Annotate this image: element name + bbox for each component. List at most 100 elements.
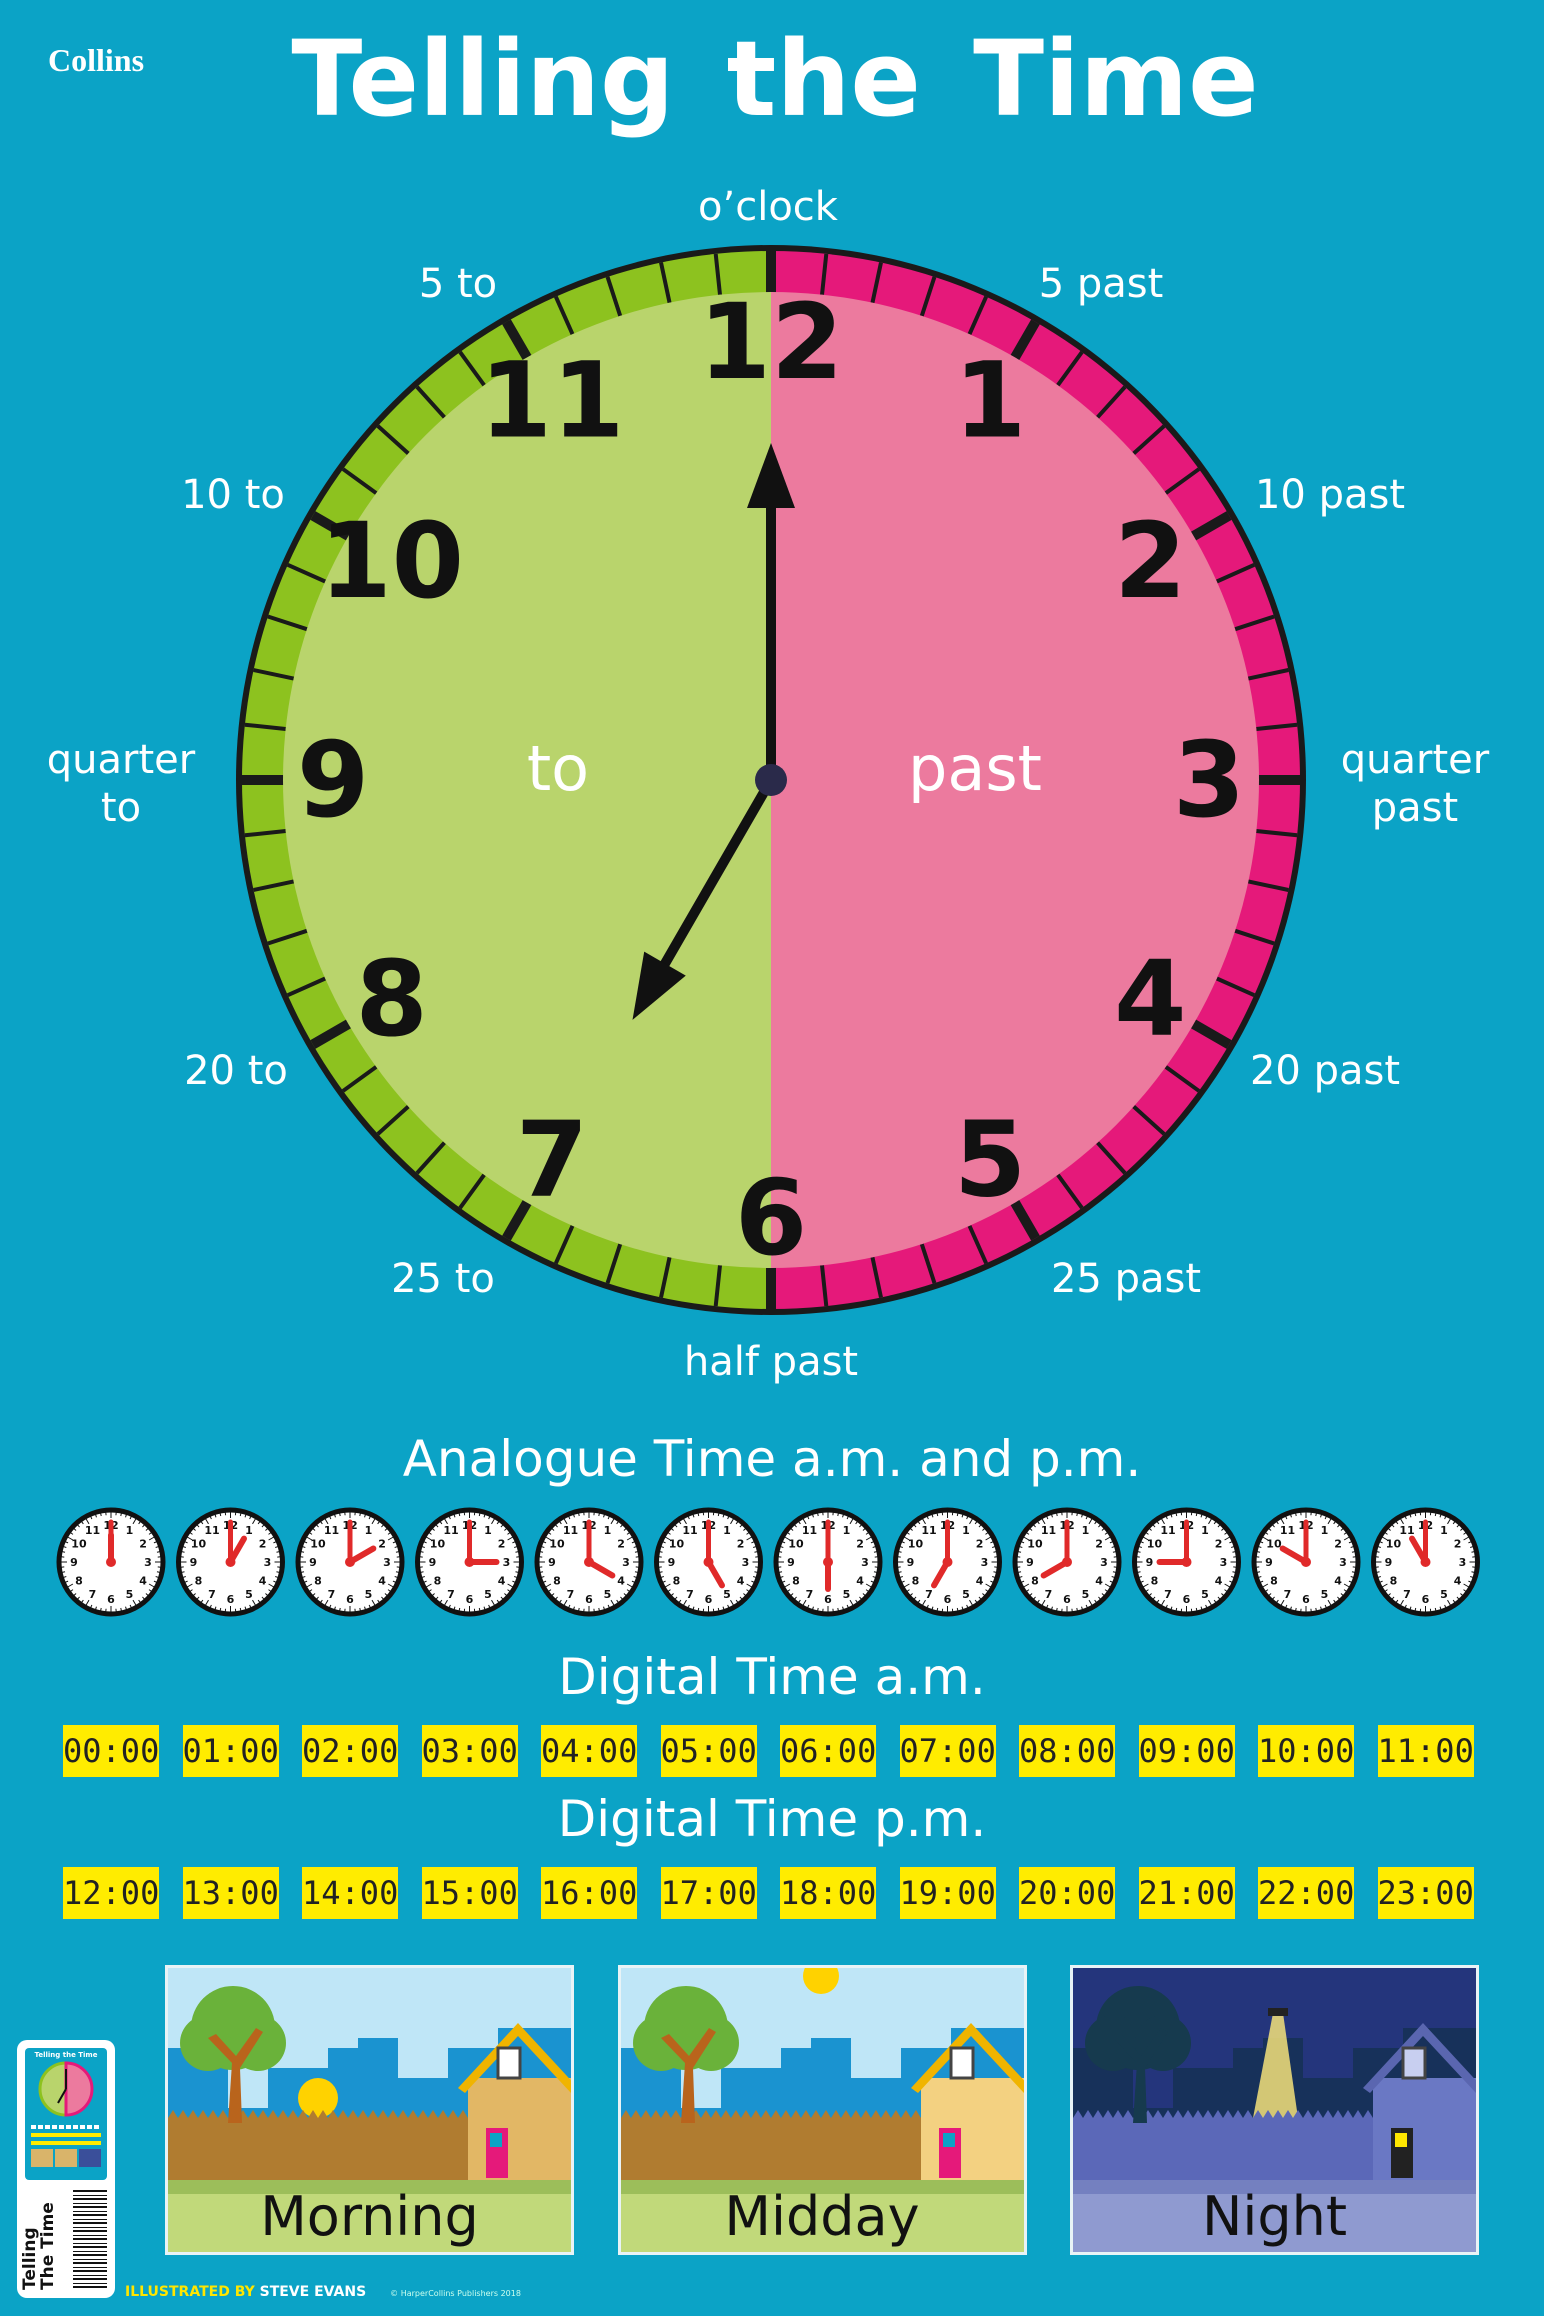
minute-tick [967,1224,988,1265]
dial-number: 6 [705,1593,713,1606]
dial-number: 8 [912,1575,920,1588]
minute-tick [1096,385,1127,419]
digital-time: 14:00 [302,1867,398,1919]
digital-time: 21:00 [1138,1867,1235,1919]
dial-number: 10 [310,1538,326,1551]
dial-number: 1 [245,1524,253,1537]
minute-tick [286,976,327,997]
dial-number: 3 [1459,1556,1467,1569]
dial-number: 6 [227,1593,235,1606]
digital-time: 01:00 [182,1725,279,1777]
digital-time: 15:00 [421,1867,518,1919]
dial-number: 4 [617,1575,625,1588]
label-25-past: 25 past [1050,1256,1202,1302]
label-quarter-past-line2: past [1371,785,1459,831]
dial-number: 11 [204,1524,219,1537]
dial-number: 2 [378,1538,386,1551]
label-oclock: o’clock [698,184,838,230]
dial-number: 1 [484,1524,492,1537]
dial-number: 5 [484,1588,492,1601]
clock-number: 6 [735,1157,807,1279]
dial-number: 3 [1220,1556,1228,1569]
dial-number: 11 [1399,1524,1414,1537]
dial-number: 8 [75,1575,83,1588]
dial-number: 10 [788,1538,804,1551]
dial-number: 4 [498,1575,506,1588]
scene-midday: Midday [617,1965,1027,2255]
dial-number: 5 [126,1588,134,1601]
dial-number: 4 [1454,1575,1462,1588]
minute-tick [341,1065,378,1093]
dial-number: 8 [195,1575,203,1588]
copyright: © HarperCollins Publishers 2018 [390,2289,521,2298]
hour-hand [632,777,776,1020]
dial-number: 2 [259,1538,267,1551]
minute-tick [267,928,308,946]
clock-number: 5 [954,1098,1026,1220]
minute-tick [659,262,672,304]
digital-time: 05:00 [660,1725,757,1777]
minute-tick [415,385,446,419]
dial-number: 1 [604,1524,612,1537]
dial-number: 10 [1386,1538,1402,1551]
scene-night: Night [1070,1965,1479,2255]
dial-number: 7 [806,1588,814,1601]
dial-number: 6 [107,1593,115,1606]
digital-time: 00:00 [63,1725,159,1777]
label-20-to: 20 to [184,1048,288,1094]
digital-time: 13:00 [182,1867,279,1919]
digital-time: 20:00 [1019,1867,1115,1919]
dial-number: 7 [328,1588,336,1601]
minute-tick [1056,350,1084,387]
collins-logo: Collins [48,42,145,78]
dial-number: 5 [1321,1588,1329,1601]
minute-tick [659,1256,672,1298]
dial-number: 9 [1265,1556,1273,1569]
minute-tick [820,253,829,295]
digital-pm-heading: Digital Time p.m. [557,1790,987,1848]
dial-number: 4 [1334,1575,1342,1588]
minute-tick [1256,722,1298,731]
minute-tick [713,1265,722,1307]
minute-tick [244,722,286,731]
past-label: past [908,732,1042,805]
dial-number: 1 [1082,1524,1090,1537]
thumbnail-title: Telling the Time [34,2051,98,2059]
dial-number: 3 [861,1556,869,1569]
dial-number: 8 [1151,1575,1159,1588]
dial-number: 9 [787,1556,795,1569]
dial-number: 10 [191,1538,207,1551]
clock-number: 12 [699,281,844,403]
dial-number: 7 [686,1588,694,1601]
dial-number: 10 [1027,1538,1043,1551]
dial-number: 9 [548,1556,556,1569]
dial-number: 1 [1201,1524,1209,1537]
digital-time: 19:00 [899,1867,996,1919]
dial-number: 1 [1321,1524,1329,1537]
minute-tick [1132,424,1166,455]
dial-number: 11 [1160,1524,1175,1537]
dial-number: 7 [567,1588,575,1601]
dial-number: 1 [1440,1524,1448,1537]
spine-title: Telling The Time [20,2202,58,2290]
clock-number: 1 [954,340,1026,462]
barcode [73,2188,107,2288]
dial-number: 6 [944,1593,952,1606]
dial-number: 2 [856,1538,864,1551]
dial-number: 6 [1302,1593,1310,1606]
clock-number: 9 [297,719,369,841]
minute-hand [747,443,795,780]
digital-time: 23:00 [1377,1867,1474,1919]
label-5-to: 5 to [418,261,498,307]
clock-number: 3 [1173,719,1245,841]
minute-tick [458,350,486,387]
dial-number: 7 [1403,1588,1411,1601]
minute-tick [1234,928,1275,946]
dial-number: 6 [585,1593,593,1606]
label-10-to: 10 to [181,472,285,518]
